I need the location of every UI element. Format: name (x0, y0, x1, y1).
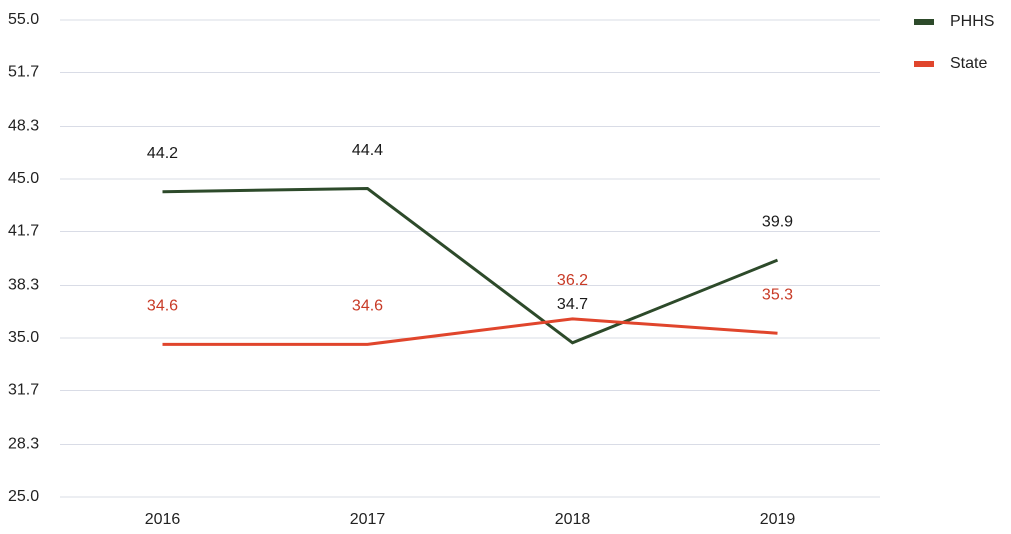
series-line (162, 317, 778, 346)
data-label: 34.6 (147, 298, 178, 315)
data-label: 34.7 (557, 296, 588, 313)
y-tick-label: 41.7 (8, 223, 39, 240)
legend-swatch (914, 19, 934, 25)
x-tick-label: 2019 (760, 511, 796, 528)
series-line (162, 187, 779, 345)
y-tick-label: 38.3 (8, 277, 39, 294)
x-tick-label: 2018 (555, 511, 591, 528)
y-tick-label: 45.0 (8, 170, 39, 187)
data-label: 34.6 (352, 298, 383, 315)
data-label: 39.9 (762, 213, 793, 230)
legend-label: State (950, 55, 987, 72)
y-tick-label: 51.7 (8, 64, 39, 81)
data-label: 44.4 (352, 142, 383, 159)
y-tick-label: 55.0 (8, 11, 39, 28)
legend-swatch (914, 61, 934, 67)
y-tick-label: 25.0 (8, 488, 39, 505)
y-tick-label: 35.0 (8, 329, 39, 346)
data-label: 35.3 (762, 286, 793, 303)
legend-label: PHHS (950, 13, 994, 30)
y-tick-label: 48.3 (8, 118, 39, 135)
x-tick-label: 2016 (145, 511, 181, 528)
data-label: 36.2 (557, 272, 588, 289)
y-tick-label: 28.3 (8, 436, 39, 453)
data-label: 44.2 (147, 145, 178, 162)
y-tick-label: 31.7 (8, 382, 39, 399)
x-tick-label: 2017 (350, 511, 386, 528)
